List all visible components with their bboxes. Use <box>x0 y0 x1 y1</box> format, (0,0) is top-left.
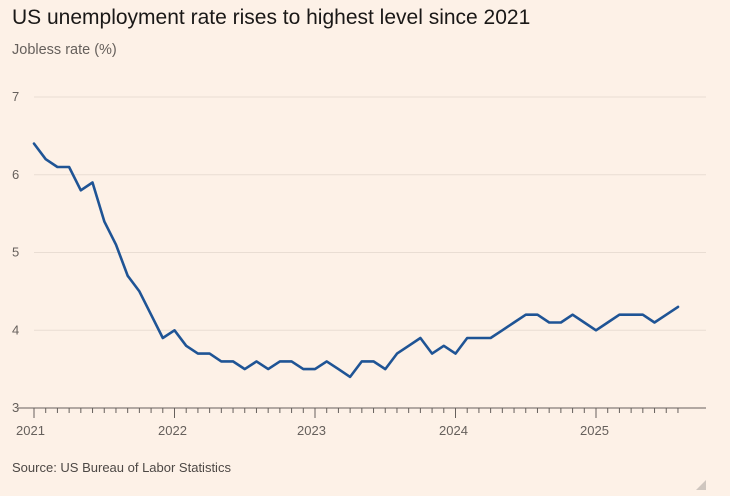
y-tick-6: 6 <box>12 167 19 182</box>
chart-title: US unemployment rate rises to highest le… <box>12 6 531 29</box>
source-note: Source: US Bureau of Labor Statistics <box>12 460 231 475</box>
x-tick-2022: 2022 <box>158 423 187 438</box>
x-tick-2023: 2023 <box>297 423 326 438</box>
x-tick-2024: 2024 <box>439 423 468 438</box>
y-tick-3: 3 <box>12 400 19 415</box>
resize-grip-icon <box>696 480 706 490</box>
y-tick-labels: 3 4 5 6 7 <box>12 89 19 415</box>
series-line-0 <box>32 142 680 379</box>
x-axis: 2021 2022 2023 2024 2025 <box>16 407 706 438</box>
y-tick-7: 7 <box>12 89 19 104</box>
gridlines <box>34 96 706 331</box>
y-tick-4: 4 <box>12 322 19 337</box>
y-axis-label: Jobless rate (%) <box>12 42 117 58</box>
series-lines <box>32 142 680 379</box>
y-tick-5: 5 <box>12 245 19 260</box>
x-tick-2025: 2025 <box>580 423 609 438</box>
x-tick-2021: 2021 <box>16 423 45 438</box>
